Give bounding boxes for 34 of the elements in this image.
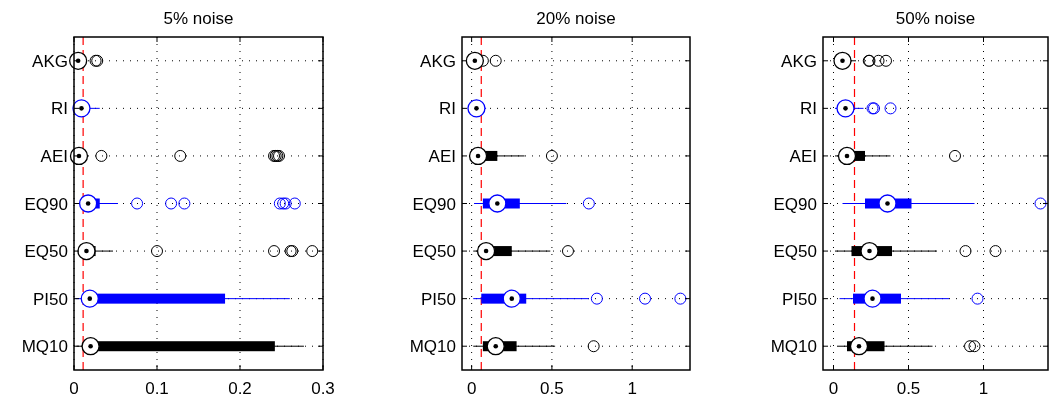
y-tick-label: EQ90 xyxy=(24,194,68,214)
x-tick-label: 0.5 xyxy=(896,379,921,398)
y-tick-label: AEI xyxy=(40,146,68,166)
chart-title: 50% noise xyxy=(895,9,976,28)
y-tick-label: MQ10 xyxy=(409,337,456,357)
x-tick-label: 0 xyxy=(69,379,79,398)
y-tick-label: AEI xyxy=(428,146,456,166)
x-tick-label: 0 xyxy=(828,379,839,398)
x-tick-label: 0.3 xyxy=(311,379,335,398)
y-tick-label: RI xyxy=(439,99,456,119)
y-tick-label: EQ90 xyxy=(412,194,456,214)
y-tick-label: MQ10 xyxy=(21,337,68,357)
y-tick-label: PI50 xyxy=(33,289,68,309)
y-tick-label: AKG xyxy=(32,51,68,71)
y-tick-label: AEI xyxy=(789,146,817,166)
x-tick-label: 0.1 xyxy=(145,379,169,398)
y-tick-label: EQ50 xyxy=(412,242,456,262)
y-tick-label: RI xyxy=(51,99,68,119)
y-tick-label: EQ90 xyxy=(773,194,817,214)
x-tick-label: 0.5 xyxy=(540,379,564,398)
x-tick-label: 1 xyxy=(978,379,989,398)
y-tick-label: AKG xyxy=(781,51,817,71)
chart-title: 5% noise xyxy=(163,9,234,28)
chart-title: 20% noise xyxy=(536,9,616,28)
y-tick-label: PI50 xyxy=(421,289,456,309)
y-tick-label: EQ50 xyxy=(24,242,68,262)
y-tick-label: RI xyxy=(800,99,817,119)
y-tick-label: AKG xyxy=(420,51,456,71)
x-tick-label: 1 xyxy=(627,379,637,398)
y-tick-label: PI50 xyxy=(782,289,817,309)
x-tick-label: 0.2 xyxy=(228,379,252,398)
x-tick-label: 0 xyxy=(466,379,477,398)
y-tick-label: EQ50 xyxy=(773,242,817,262)
y-tick-label: MQ10 xyxy=(770,337,817,357)
